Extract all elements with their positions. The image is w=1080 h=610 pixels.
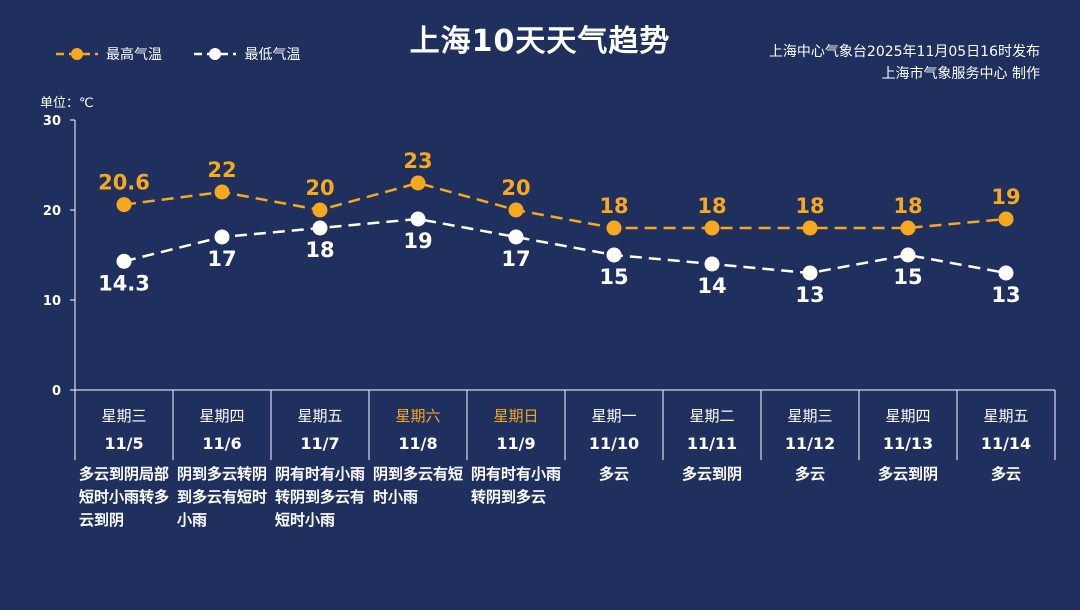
y-tick-label: 0 — [52, 384, 61, 399]
low-series-line — [123, 217, 1007, 275]
date-label: 11/7 — [300, 434, 340, 453]
chart-title: 上海10天天气趋势 — [409, 24, 671, 59]
low-value-label: 14.3 — [98, 271, 150, 295]
weekday-label: 星期三 — [787, 407, 833, 425]
date-label: 11/9 — [496, 434, 536, 453]
y-tick-label: 30 — [43, 114, 61, 129]
unit-label: 单位：℃ — [40, 96, 94, 111]
high-value-label: 18 — [795, 194, 824, 218]
low-series-point — [214, 229, 230, 245]
weekday-label: 星期三 — [101, 407, 147, 425]
weekday-label: 星期五 — [297, 407, 343, 425]
high-value-label: 20 — [305, 176, 334, 200]
weekday-label: 星期一 — [591, 407, 637, 425]
weekday-label: 星期四 — [885, 407, 931, 425]
date-label: 11/10 — [588, 434, 640, 453]
weekday-label: 星期五 — [983, 407, 1029, 425]
weather-description: 多云 — [990, 465, 1021, 483]
high-value-label: 20 — [501, 176, 530, 200]
legend-low-swatch — [194, 48, 237, 60]
publisher-line-2: 上海市气象服务中心 制作 — [881, 66, 1040, 82]
date-label: 11/11 — [686, 434, 738, 453]
low-value-label: 15 — [599, 265, 628, 289]
publisher-info: 上海中心气象台2025年11月05日16时发布 上海市气象服务中心 制作 — [769, 41, 1040, 85]
date-label: 11/14 — [980, 434, 1032, 453]
publisher-line-1: 上海中心气象台2025年11月05日16时发布 — [768, 44, 1040, 60]
low-series-point — [508, 229, 524, 245]
high-value-label: 19 — [991, 185, 1020, 209]
high-series-line — [123, 181, 1007, 230]
high-series-point — [802, 220, 818, 236]
weather-description: 多云到阴 — [877, 465, 938, 483]
high-series-point — [116, 197, 132, 213]
low-value-label: 15 — [893, 265, 922, 289]
date-label: 11/12 — [784, 434, 836, 453]
weather-description: 多云 — [598, 465, 629, 483]
legend-low: 最低气温 — [192, 44, 300, 64]
low-value-label: 18 — [305, 238, 334, 262]
low-series-point — [900, 247, 916, 263]
high-value-label: 23 — [403, 149, 432, 173]
high-value-label: 18 — [599, 194, 628, 218]
low-series-point — [312, 220, 328, 236]
high-value-label: 20.6 — [98, 171, 150, 195]
high-series-point — [606, 220, 622, 236]
low-value-label: 13 — [795, 283, 824, 307]
date-label: 11/13 — [882, 434, 934, 453]
low-series-point — [704, 256, 720, 272]
legend: 最高气温 最低气温 — [54, 44, 326, 66]
weather-description: 阴到多云有短时小雨 — [373, 465, 464, 506]
y-tick-label: 10 — [43, 294, 61, 309]
low-series-point — [802, 265, 818, 281]
weekday-label: 星期六 — [395, 407, 441, 425]
high-series-point — [998, 211, 1014, 227]
legend-low-label: 最低气温 — [244, 47, 301, 63]
date-label: 11/8 — [398, 434, 438, 453]
low-value-label: 13 — [991, 283, 1020, 307]
high-value-label: 18 — [697, 194, 726, 218]
high-value-label: 18 — [893, 194, 922, 218]
weekday-label: 星期日 — [493, 407, 539, 425]
legend-high-swatch — [56, 48, 98, 60]
weekday-label: 星期四 — [199, 407, 245, 425]
low-value-label: 14 — [697, 274, 726, 298]
low-series-point — [116, 253, 132, 269]
weather-description: 阴有时有小雨转阴到多云 — [471, 465, 562, 506]
high-series-point — [508, 202, 524, 218]
legend-high-label: 最高气温 — [106, 47, 162, 63]
low-value-label: 17 — [207, 247, 236, 271]
high-series-point — [312, 202, 328, 218]
low-series-point — [998, 265, 1014, 281]
high-value-label: 22 — [207, 158, 236, 182]
low-value-label: 19 — [403, 229, 432, 253]
date-label: 11/6 — [202, 434, 242, 453]
weekday-label: 星期二 — [689, 407, 735, 425]
y-tick-label: 20 — [43, 204, 61, 219]
weather-description: 多云 — [794, 465, 825, 483]
weather-description: 阴到多云转阴到多云有短时小雨 — [177, 465, 268, 529]
high-series-point — [214, 184, 230, 200]
high-series-point — [900, 220, 916, 236]
low-value-label: 17 — [501, 247, 530, 271]
weather-description: 阴有时有小雨转阴到多云有短时小雨 — [275, 465, 366, 529]
legend-high: 最高气温 — [54, 44, 162, 64]
date-label: 11/5 — [104, 434, 144, 453]
low-series-point — [606, 247, 622, 263]
weather-description: 多云到阴局部短时小雨转多云到阴 — [79, 465, 170, 529]
high-series-point — [704, 220, 720, 236]
low-series-point — [410, 211, 426, 227]
weather-description: 多云到阴 — [681, 465, 742, 483]
high-series-point — [410, 175, 426, 191]
